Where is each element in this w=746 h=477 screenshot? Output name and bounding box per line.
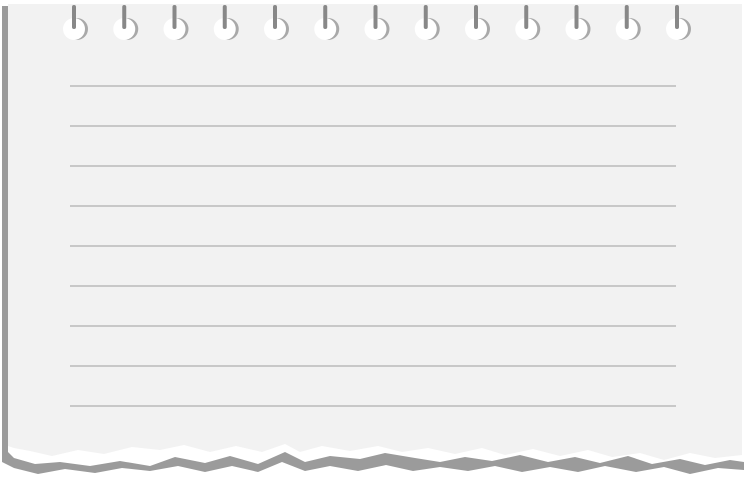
- spiral-ring-icon: [364, 5, 390, 40]
- spiral-ring-icon: [314, 5, 340, 40]
- spiral-ring-icon: [163, 5, 189, 40]
- spiral-ring-icon: [465, 5, 490, 40]
- spiral-ring-icon: [615, 5, 641, 40]
- spiral-ring-icon: [666, 5, 691, 40]
- paper-sheet: [8, 4, 742, 460]
- spiral-ring-icon: [113, 5, 139, 40]
- spiral-ring-icon: [414, 5, 440, 40]
- spiral-ring-icon: [565, 5, 591, 40]
- spiral-ring-icon: [515, 5, 541, 40]
- spiral-binding: [63, 5, 691, 40]
- spiral-ring-icon: [264, 5, 289, 40]
- ruled-lines: [70, 85, 676, 407]
- spiral-ring-icon: [213, 5, 239, 40]
- spiral-ring-icon: [63, 5, 88, 40]
